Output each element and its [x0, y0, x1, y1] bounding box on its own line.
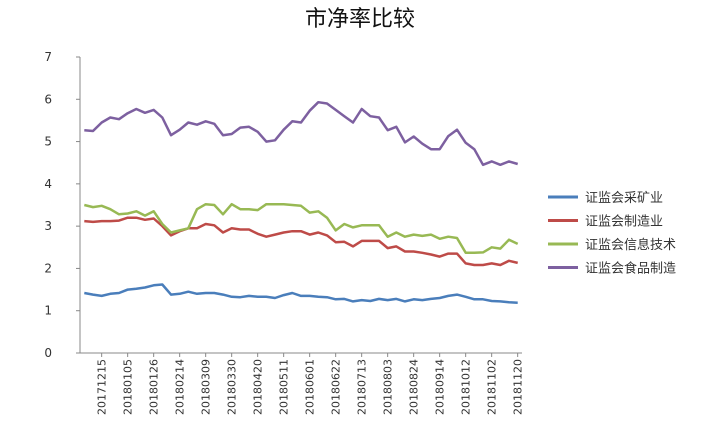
y-tick-label: 0	[44, 346, 52, 360]
x-tick-label: 20180105	[122, 359, 135, 415]
series-line	[84, 202, 519, 255]
x-tick-label: 20180511	[278, 359, 291, 415]
y-tick-label: 7	[44, 50, 52, 64]
series-line	[84, 283, 518, 304]
series-line	[84, 100, 519, 167]
x-tick-label: 20180309	[200, 359, 213, 415]
y-tick-label: 5	[44, 135, 52, 149]
x-tick-label: 20181102	[486, 359, 499, 415]
legend-label: 证监会采矿业	[585, 191, 663, 206]
legend-label: 证监会制造业	[585, 215, 663, 230]
x-tick-label: 20180824	[408, 359, 421, 415]
x-tick-label: 20180214	[174, 359, 187, 415]
y-tick-label: 6	[44, 92, 52, 106]
y-tick-label: 1	[44, 304, 52, 318]
x-tick-label: 20180622	[330, 359, 343, 415]
y-tick-label: 4	[44, 177, 52, 191]
x-tick-label: 20180126	[148, 359, 161, 415]
x-tick-label: 20180601	[304, 359, 317, 415]
y-tick-label: 2	[44, 261, 52, 275]
x-tick-label: 20171215	[96, 359, 109, 415]
x-tick-label: 20180713	[356, 359, 369, 415]
x-tick-label: 20180420	[252, 359, 265, 415]
chart-title: 市净率比较	[305, 7, 415, 32]
legend-label: 证监会信息技术	[585, 237, 676, 253]
legend-label: 证监会食品制造	[585, 261, 676, 277]
x-tick-label: 20181012	[460, 359, 473, 415]
x-tick-label: 20180803	[382, 359, 395, 415]
x-tick-label: 20181120	[512, 359, 525, 415]
x-tick-label: 20180330	[226, 359, 239, 415]
x-tick-label: 20180914	[434, 359, 447, 415]
series-line	[84, 216, 518, 267]
y-tick-label: 3	[44, 219, 52, 233]
